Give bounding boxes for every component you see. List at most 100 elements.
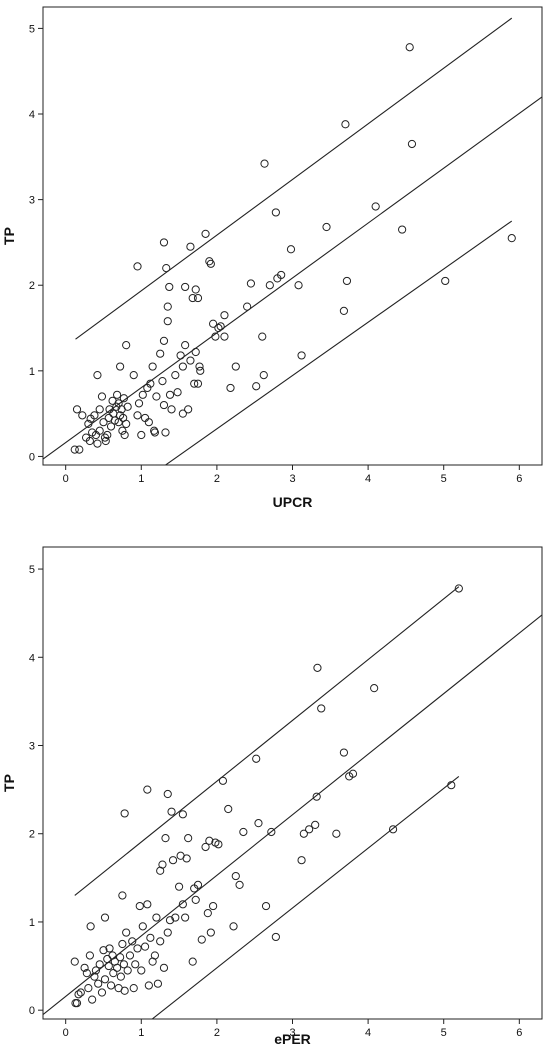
- data-point: [82, 969, 91, 978]
- data-point: [70, 445, 79, 454]
- data-point: [258, 332, 267, 341]
- data-point: [405, 43, 414, 52]
- data-point: [100, 913, 110, 922]
- data-point: [229, 922, 238, 931]
- data-point: [252, 754, 261, 763]
- y-tick-label: 2: [29, 280, 35, 292]
- data-point: [163, 789, 172, 799]
- data-point: [193, 379, 203, 388]
- data-point: [294, 281, 303, 290]
- data-point: [156, 349, 165, 358]
- data-point: [167, 405, 176, 414]
- data-point: [150, 951, 159, 960]
- data-point: [159, 400, 169, 410]
- data-point: [72, 405, 82, 414]
- data-point: [159, 963, 169, 972]
- data-point: [156, 937, 165, 946]
- data-point: [146, 379, 155, 388]
- data-point: [184, 834, 193, 843]
- data-point: [144, 981, 153, 990]
- data-point: [109, 969, 118, 978]
- y-tick-label: 5: [29, 23, 35, 35]
- data-point: [260, 159, 269, 168]
- data-point: [261, 901, 271, 911]
- data-point: [181, 282, 190, 292]
- data-point: [85, 951, 94, 960]
- data-point: [188, 957, 197, 966]
- data-point: [313, 663, 322, 672]
- data-point: [254, 819, 263, 828]
- data-point: [339, 748, 349, 757]
- data-point: [214, 323, 223, 333]
- data-point: [86, 922, 95, 931]
- data-point: [95, 405, 104, 414]
- data-point: [129, 371, 138, 380]
- data-point: [137, 966, 146, 975]
- data-point: [317, 704, 326, 713]
- data-point: [134, 399, 144, 408]
- fit-line-upper: [74, 586, 460, 896]
- data-point: [332, 829, 341, 838]
- data-point: [220, 332, 229, 341]
- data-point: [128, 937, 137, 946]
- data-point: [507, 234, 516, 243]
- data-point: [178, 362, 187, 371]
- data-point: [201, 842, 210, 852]
- data-point: [97, 988, 107, 997]
- y-tick-label: 5: [29, 564, 35, 576]
- data-point: [398, 225, 407, 234]
- data-point: [112, 390, 122, 399]
- data-point: [235, 880, 244, 889]
- data-point: [267, 827, 276, 837]
- data-point: [119, 960, 128, 969]
- regression-lines: [43, 17, 542, 465]
- x-tick-label: 0: [63, 1027, 69, 1039]
- data-point: [120, 809, 129, 818]
- data-point: [206, 259, 215, 268]
- data-point: [143, 900, 152, 909]
- data-point: [162, 264, 171, 273]
- data-point: [116, 953, 125, 962]
- data-point: [85, 436, 94, 446]
- data-point: [75, 445, 84, 454]
- data-points: [70, 584, 463, 1008]
- data-point: [277, 270, 286, 280]
- data-point: [109, 409, 118, 418]
- data-point: [116, 972, 125, 981]
- data-point: [76, 988, 85, 997]
- data-point: [173, 388, 182, 397]
- data-point: [93, 371, 102, 380]
- data-point: [106, 422, 116, 431]
- data-point: [135, 901, 144, 911]
- chart-2: 0 1 2 3 4 5 6 0 1 2 3 4 5 ePER TP: [1, 546, 543, 1047]
- data-point: [163, 928, 172, 937]
- data-point: [152, 392, 161, 401]
- data-point: [370, 684, 379, 693]
- data-point: [118, 426, 127, 435]
- data-point: [205, 836, 214, 845]
- data-point: [137, 430, 146, 440]
- x-tick-label: 4: [365, 473, 371, 485]
- data-point: [201, 229, 210, 238]
- data-point: [447, 781, 456, 790]
- data-point: [104, 961, 113, 971]
- y-tick-label: 0: [29, 1005, 35, 1017]
- data-point: [299, 829, 308, 838]
- data-point: [100, 433, 110, 442]
- data-point: [341, 120, 350, 129]
- data-point: [120, 986, 129, 995]
- data-point: [174, 882, 184, 891]
- data-point: [125, 951, 135, 960]
- data-point: [70, 957, 79, 966]
- data-point: [84, 419, 93, 429]
- data-point: [441, 276, 450, 286]
- data-point: [165, 282, 174, 292]
- data-point: [131, 960, 140, 969]
- data-point: [161, 428, 170, 437]
- data-point: [214, 840, 223, 849]
- data-point: [407, 139, 417, 149]
- x-tick-label: 1: [138, 473, 144, 485]
- y-tick-label: 2: [29, 829, 35, 841]
- data-point: [206, 928, 215, 937]
- x-tick-label: 5: [441, 1027, 447, 1039]
